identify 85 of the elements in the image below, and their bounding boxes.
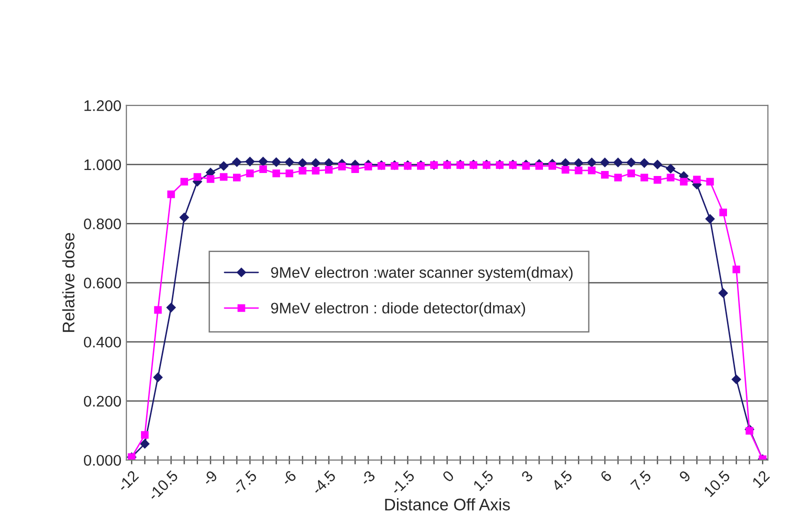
point [574, 158, 584, 168]
point [666, 174, 674, 182]
y-axis-title: Relative dose [62, 232, 74, 332]
point [272, 170, 280, 178]
x-tick-label: 7.5 [630, 470, 652, 492]
point [364, 162, 372, 170]
point [272, 158, 281, 167]
point [640, 158, 649, 168]
point [614, 174, 622, 182]
y-tick-label: 0.200 [84, 396, 121, 407]
point [219, 161, 228, 171]
point [600, 158, 610, 168]
x-tick-label: -3 [359, 470, 376, 486]
point [535, 162, 543, 170]
x-axis-title: Distance Off Axis [385, 498, 510, 510]
point [626, 158, 636, 168]
point [298, 166, 306, 175]
point [640, 174, 648, 182]
y-tick-label: 0.800 [84, 218, 121, 230]
point [233, 174, 241, 182]
point [154, 306, 162, 314]
point [601, 171, 609, 179]
point [325, 166, 333, 174]
x-tick-label: -4.5 [311, 470, 336, 496]
x-tick-label: 12 [752, 470, 770, 488]
point [246, 170, 254, 178]
point [258, 156, 268, 166]
point [206, 175, 214, 183]
point [312, 166, 320, 175]
point [588, 166, 596, 174]
point [166, 302, 176, 312]
x-tick-label: -12 [116, 470, 139, 492]
point [167, 190, 175, 198]
y-tick-label: 1.000 [84, 159, 121, 170]
x-tick-label: -1.5 [390, 470, 416, 496]
point [627, 170, 635, 178]
y-tick-label: 1.200 [84, 100, 121, 112]
point [654, 176, 662, 184]
y-tick-label: 0.000 [84, 454, 121, 466]
point [718, 288, 728, 298]
point [705, 214, 715, 224]
point [351, 165, 359, 174]
point [338, 162, 346, 170]
x-tick-label: -9 [202, 470, 218, 486]
point [180, 178, 188, 186]
legend-label: 9MeV electron :water scanner system(dmax) [271, 266, 573, 281]
x-tick-label: 9 [678, 470, 692, 483]
x-tick-label: 6 [600, 470, 612, 482]
x-tick-label: 3 [520, 470, 534, 483]
point [194, 173, 202, 181]
point [259, 165, 267, 174]
point [746, 426, 754, 435]
point [613, 158, 623, 168]
point [719, 208, 728, 216]
point [180, 212, 189, 222]
y-tick-label: 0.600 [84, 278, 121, 288]
point [574, 166, 582, 174]
point [522, 162, 530, 170]
x-tick-label: -6 [280, 470, 297, 486]
point [220, 173, 228, 181]
point [706, 178, 714, 186]
y-tick-label: 0.400 [84, 336, 121, 348]
point [286, 170, 294, 178]
point [680, 178, 688, 186]
point [140, 439, 150, 448]
point [245, 156, 255, 166]
point [666, 164, 676, 174]
point [587, 158, 596, 168]
legend-label: 9MeV electron : diode detector(dmax) [271, 302, 526, 317]
point [153, 372, 163, 382]
point [298, 158, 308, 168]
point [311, 158, 320, 168]
point [548, 162, 556, 170]
x-tick-label: 0 [442, 470, 455, 483]
point [732, 374, 741, 384]
point [693, 176, 701, 184]
x-tick-label: 1.5 [472, 470, 494, 492]
point [562, 166, 570, 174]
x-tick-label: -7.5 [232, 470, 258, 496]
point [732, 266, 740, 274]
point [232, 158, 242, 167]
point [140, 431, 149, 439]
x-tick-label: 4.5 [551, 470, 573, 492]
point [284, 158, 294, 167]
point [652, 160, 662, 170]
